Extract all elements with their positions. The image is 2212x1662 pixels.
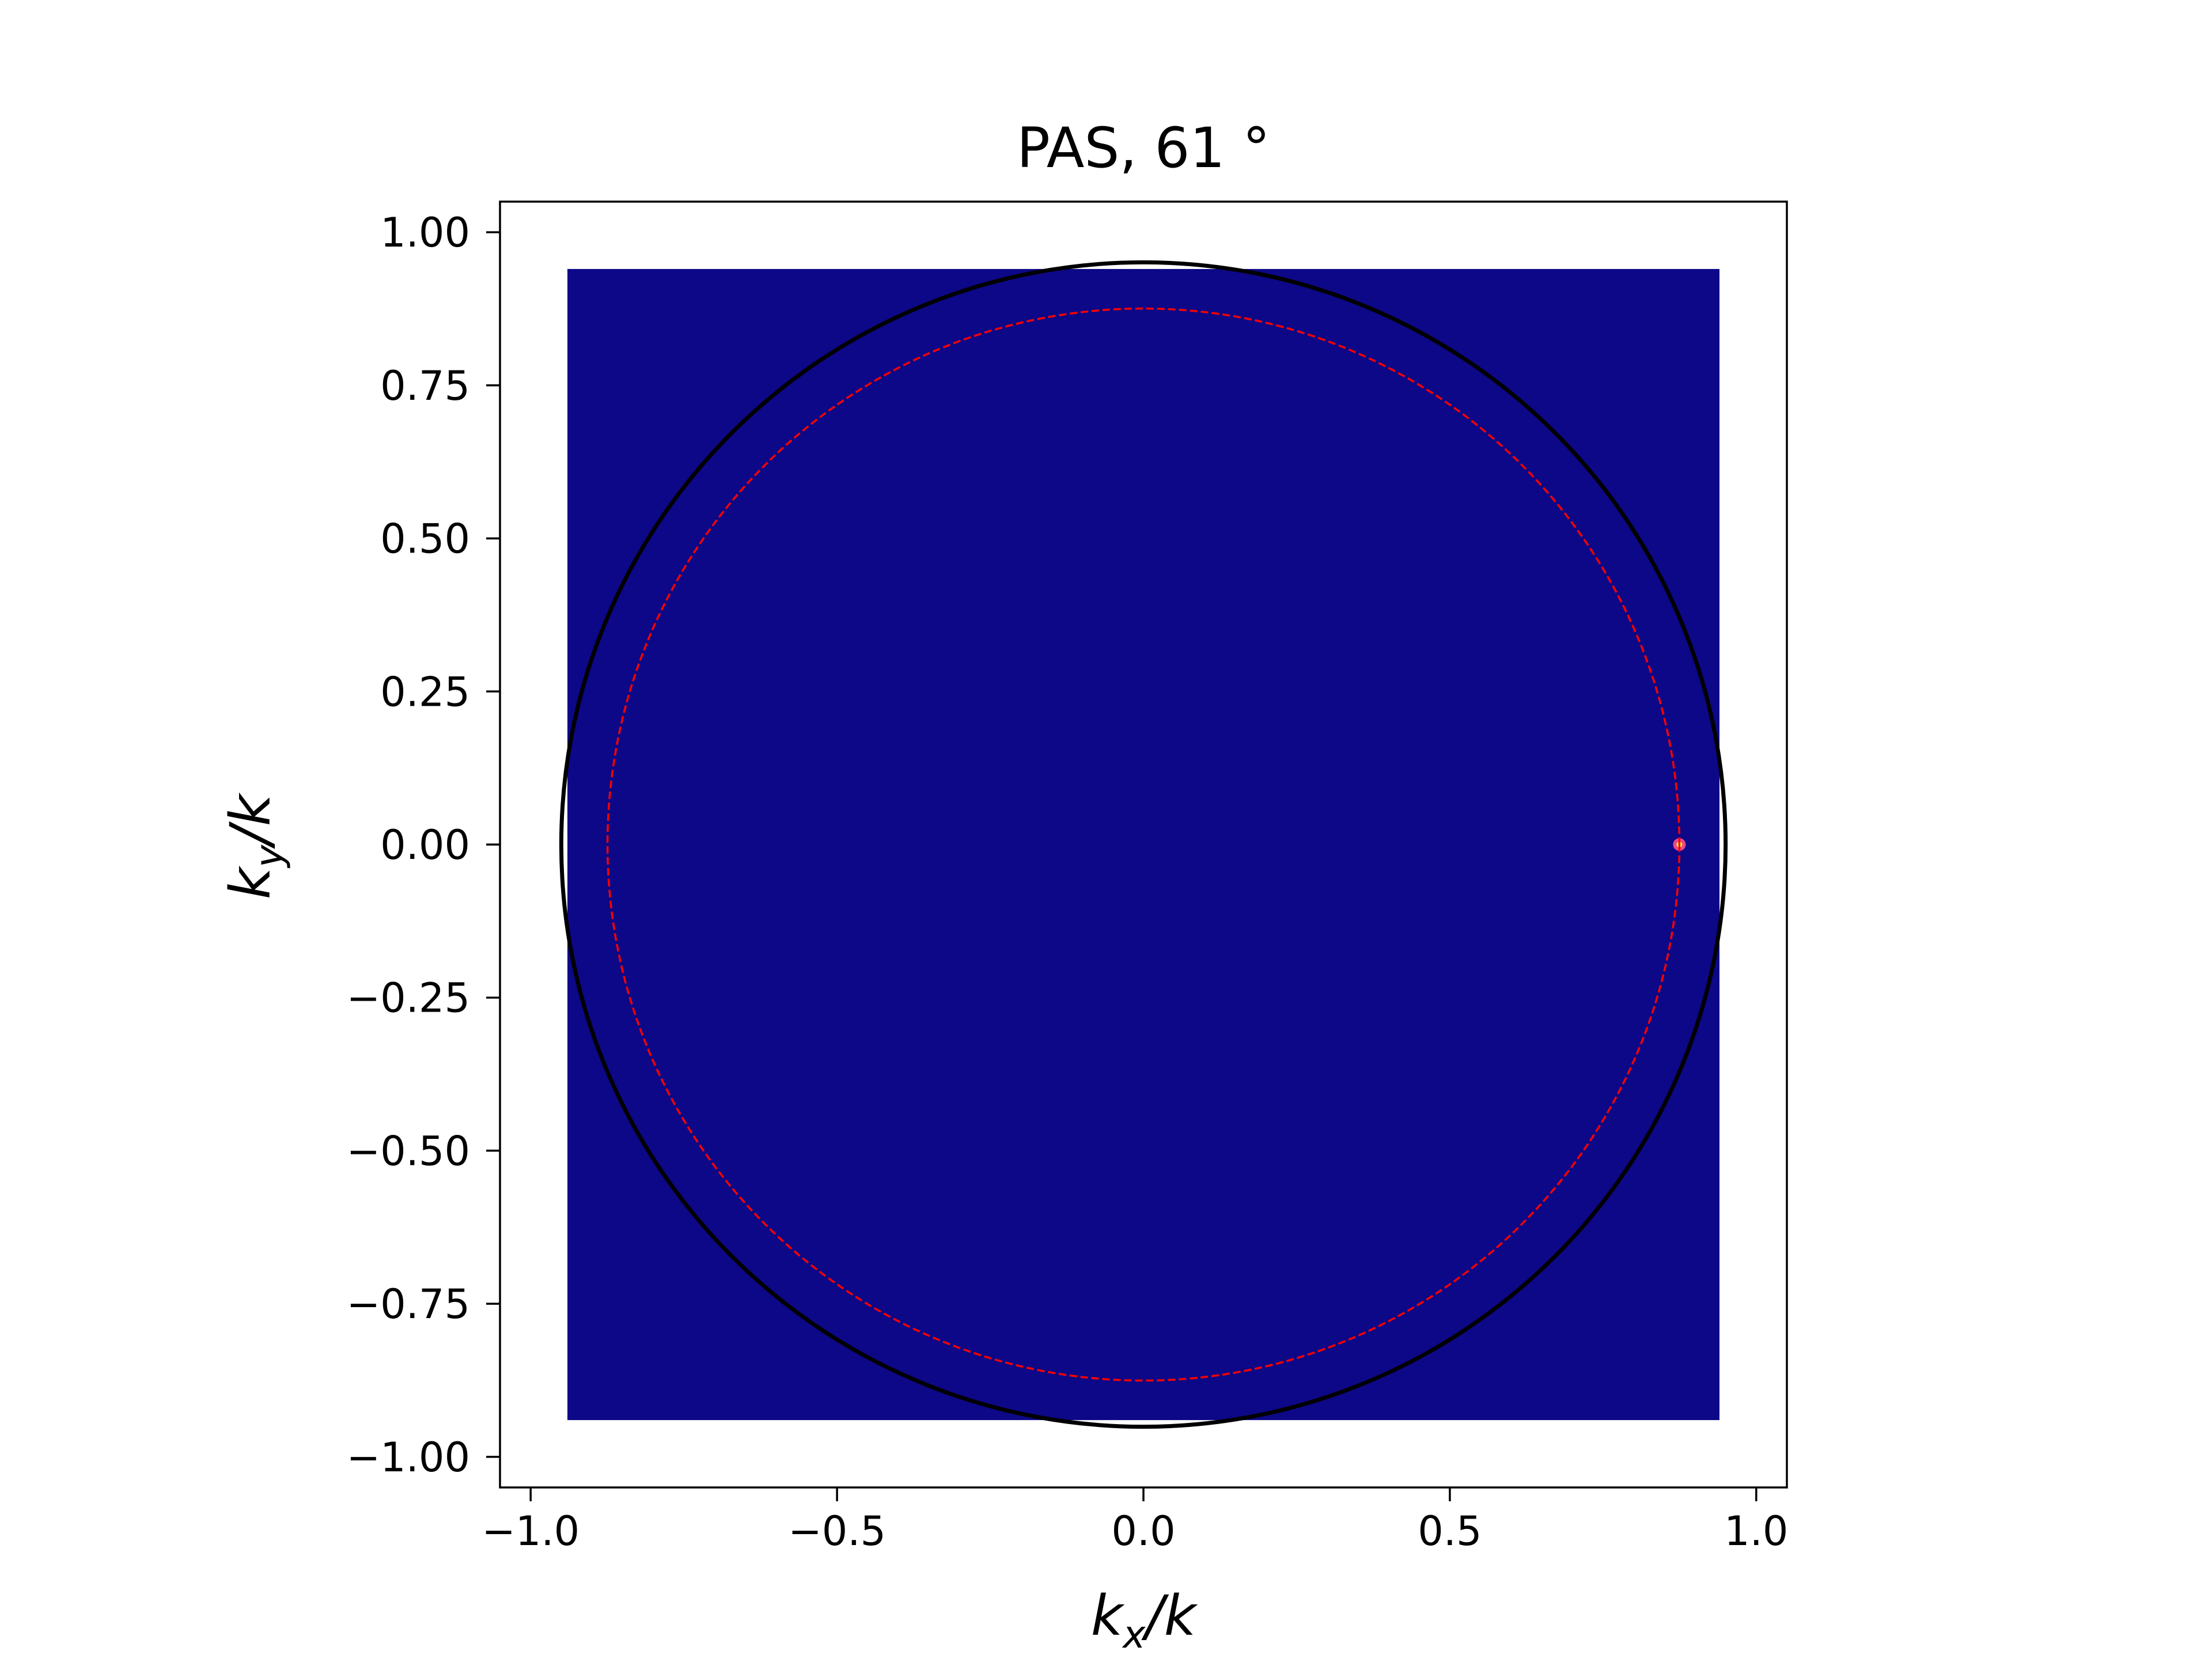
y-tick-label: 0.00 <box>380 821 470 869</box>
y-tick-label: −0.50 <box>346 1127 470 1175</box>
dashed-circle <box>606 307 1681 1382</box>
y-tick-label: −1.00 <box>346 1434 470 1481</box>
y-tick-label: 0.75 <box>380 362 470 410</box>
x-tick-label: 1.0 <box>1724 1508 1788 1555</box>
y-tick-label: −0.75 <box>346 1281 470 1328</box>
y-tick-label: 1.00 <box>380 209 470 256</box>
unit-circle <box>559 260 1728 1429</box>
y-tick-label: 0.25 <box>380 668 470 715</box>
y-tick-label: 0.50 <box>380 516 470 563</box>
chart-title: PAS, 61 ° <box>1017 116 1270 180</box>
x-tick-label: −0.5 <box>788 1508 886 1555</box>
y-axis: 1.00 0.75 0.50 0.25 0.00 −0.25 −0.50 −0.75 −1.00 <box>346 209 500 1481</box>
x-axis-label: kx/k <box>1091 1584 1198 1657</box>
y-axis-label: ky/k <box>218 792 291 899</box>
y-tick-label: −0.25 <box>346 975 470 1022</box>
plot-area <box>499 200 1788 1489</box>
x-tick-label: 0.5 <box>1418 1508 1482 1555</box>
heatmap-field <box>567 268 1719 1421</box>
x-axis: −1.0 −0.5 0.0 0.5 1.0 <box>482 1487 1788 1555</box>
x-tick-label: −1.0 <box>482 1508 579 1555</box>
x-tick-label: 0.0 <box>1111 1508 1175 1555</box>
